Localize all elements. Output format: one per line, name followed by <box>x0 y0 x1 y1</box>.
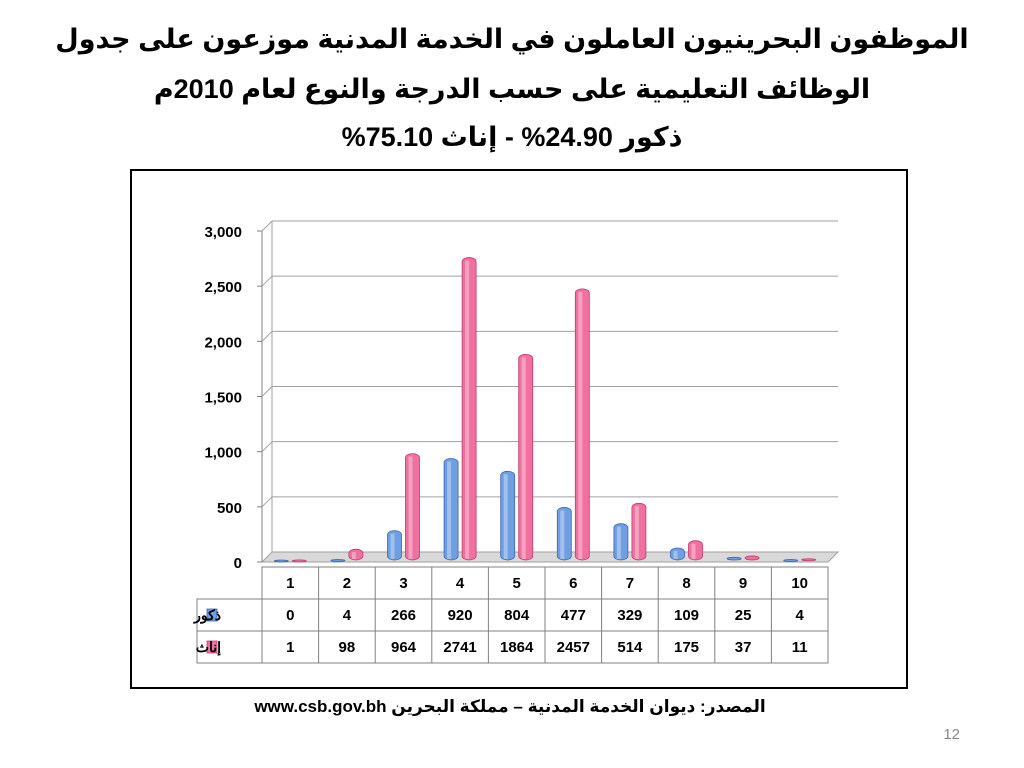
bar-female <box>574 288 590 561</box>
category-label: 6 <box>569 575 577 592</box>
title-line-2: الوظائف التعليمية على حسب الدرجة والنوع … <box>153 74 871 104</box>
bar-male <box>330 559 346 562</box>
data-label: 175 <box>674 639 699 656</box>
bar-female <box>688 540 703 561</box>
bar-female <box>348 548 364 561</box>
y-tick-label: 2,500 <box>204 279 242 296</box>
data-label: 2457 <box>557 639 590 656</box>
data-label: 37 <box>735 639 752 656</box>
data-label: 109 <box>674 607 699 624</box>
data-label: 98 <box>339 639 356 656</box>
bar-female <box>801 558 817 562</box>
data-label: 4 <box>343 607 352 624</box>
category-label: 9 <box>739 575 747 592</box>
category-label: 3 <box>399 575 407 592</box>
data-label: 964 <box>391 639 417 656</box>
bar-male <box>613 523 629 561</box>
title-line-1: الموظفون البحرينيون العاملون في الخدمة ا… <box>55 24 969 54</box>
category-label: 8 <box>682 575 690 592</box>
grid-line-diagonal <box>261 386 273 397</box>
bar-male <box>273 559 289 563</box>
legend-label: إناث <box>196 639 221 657</box>
category-label: 10 <box>791 575 808 592</box>
category-label: 7 <box>626 575 634 592</box>
bar-female <box>744 555 760 561</box>
bar-male <box>443 458 459 561</box>
bar-male <box>387 530 402 561</box>
grid-line-diagonal <box>261 275 273 287</box>
data-label: 804 <box>504 607 530 624</box>
y-tick-label: 2,000 <box>204 334 242 351</box>
data-label: 2741 <box>443 639 476 656</box>
source-note: المصدر: ديوان الخدمة المدنية – مملكة الب… <box>254 697 766 716</box>
legend-swatch <box>206 640 218 654</box>
data-label: 477 <box>561 607 586 624</box>
bar-male <box>556 506 572 561</box>
data-label: 4 <box>796 607 805 624</box>
data-label: 1 <box>286 639 294 656</box>
category-label: 4 <box>456 575 465 592</box>
grid-line-diagonal <box>261 220 273 232</box>
y-tick-label: 0 <box>234 555 242 572</box>
grid-line-diagonal <box>261 330 273 342</box>
category-label: 1 <box>286 575 294 592</box>
data-label: 514 <box>617 639 643 656</box>
grid-line-diagonal <box>261 441 273 453</box>
bar-female <box>518 353 534 561</box>
category-label: 5 <box>513 575 521 592</box>
data-label: 11 <box>792 639 808 656</box>
bar-male <box>670 547 685 561</box>
bar-female <box>405 453 420 561</box>
data-label: 266 <box>391 607 416 624</box>
y-tick-label: 3,000 <box>204 224 242 241</box>
y-tick-label: 1,000 <box>204 445 242 462</box>
legend-swatch <box>206 608 218 622</box>
title-line-3: ذكور 24.90% - إناث 75.10% <box>341 122 683 152</box>
category-label: 2 <box>343 575 351 592</box>
page-number: 12 <box>943 726 960 743</box>
legend-label: ذكور <box>193 607 221 624</box>
data-label: 25 <box>735 607 752 624</box>
data-label: 920 <box>448 607 473 624</box>
data-label: 329 <box>617 607 642 624</box>
bar-male <box>726 556 742 561</box>
bar-female <box>631 502 647 561</box>
bar-female <box>461 257 477 561</box>
data-label: 1864 <box>500 639 534 656</box>
y-tick-label: 500 <box>217 500 242 517</box>
data-label: 0 <box>286 607 294 624</box>
bar-female <box>291 559 307 563</box>
grid-line-diagonal <box>261 496 273 508</box>
bar-male <box>783 559 799 562</box>
y-tick-label: 1,500 <box>204 390 242 407</box>
bar-male <box>500 470 516 561</box>
